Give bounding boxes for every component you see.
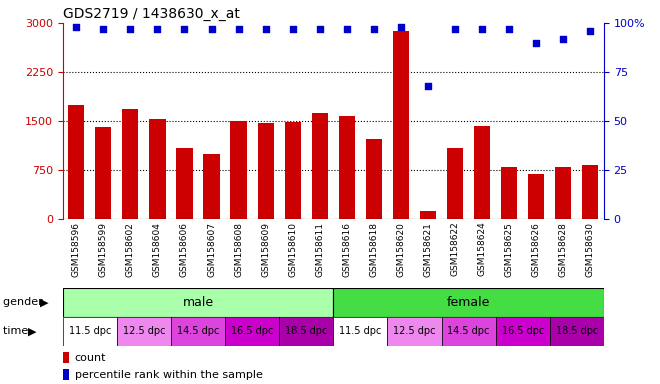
Bar bbox=[122, 109, 139, 219]
Text: count: count bbox=[75, 353, 106, 362]
Point bbox=[477, 26, 487, 32]
Bar bbox=[149, 119, 166, 219]
Bar bbox=[528, 174, 544, 219]
Text: 14.5 dpc: 14.5 dpc bbox=[447, 326, 490, 336]
Point bbox=[71, 24, 82, 30]
Bar bbox=[387, 317, 442, 346]
Bar bbox=[474, 126, 490, 219]
Bar bbox=[555, 167, 572, 219]
Point bbox=[558, 36, 568, 42]
Bar bbox=[366, 139, 382, 219]
Text: time: time bbox=[3, 326, 32, 336]
Text: ▶: ▶ bbox=[28, 326, 37, 336]
Point bbox=[314, 26, 325, 32]
Point bbox=[342, 26, 352, 32]
Bar bbox=[117, 317, 171, 346]
Text: 14.5 dpc: 14.5 dpc bbox=[177, 326, 219, 336]
Bar bbox=[501, 167, 517, 219]
Point bbox=[531, 40, 541, 46]
Text: gender: gender bbox=[3, 297, 47, 308]
Text: percentile rank within the sample: percentile rank within the sample bbox=[75, 370, 263, 380]
Point bbox=[125, 26, 136, 32]
Bar bbox=[257, 123, 274, 219]
Text: male: male bbox=[182, 296, 214, 309]
Point bbox=[585, 28, 595, 34]
Bar bbox=[171, 317, 225, 346]
Bar bbox=[420, 211, 436, 219]
Point bbox=[152, 26, 162, 32]
Point bbox=[395, 24, 406, 30]
Bar bbox=[203, 154, 220, 219]
Bar bbox=[63, 317, 117, 346]
Text: 11.5 dpc: 11.5 dpc bbox=[69, 326, 111, 336]
Text: 12.5 dpc: 12.5 dpc bbox=[393, 326, 436, 336]
Bar bbox=[176, 148, 193, 219]
Bar bbox=[63, 352, 69, 363]
Bar bbox=[442, 317, 496, 346]
Bar bbox=[312, 113, 328, 219]
Bar bbox=[333, 317, 387, 346]
Text: 18.5 dpc: 18.5 dpc bbox=[556, 326, 598, 336]
Bar bbox=[68, 104, 84, 219]
Text: 12.5 dpc: 12.5 dpc bbox=[123, 326, 165, 336]
Point bbox=[234, 26, 244, 32]
Bar bbox=[63, 288, 333, 317]
Bar bbox=[333, 288, 604, 317]
Text: 16.5 dpc: 16.5 dpc bbox=[502, 326, 544, 336]
Bar bbox=[550, 317, 604, 346]
Bar bbox=[230, 121, 247, 219]
Text: 18.5 dpc: 18.5 dpc bbox=[285, 326, 327, 336]
Point bbox=[98, 26, 108, 32]
Bar bbox=[496, 317, 550, 346]
Point bbox=[260, 26, 271, 32]
Point bbox=[206, 26, 216, 32]
Bar bbox=[393, 31, 409, 219]
Bar bbox=[447, 148, 463, 219]
Point bbox=[450, 26, 461, 32]
Text: female: female bbox=[447, 296, 490, 309]
Bar bbox=[225, 317, 279, 346]
Bar bbox=[279, 317, 333, 346]
Bar bbox=[63, 369, 69, 380]
Point bbox=[422, 83, 433, 89]
Point bbox=[504, 26, 515, 32]
Bar bbox=[339, 116, 355, 219]
Point bbox=[368, 26, 379, 32]
Bar bbox=[95, 127, 112, 219]
Bar bbox=[582, 166, 599, 219]
Text: GDS2719 / 1438630_x_at: GDS2719 / 1438630_x_at bbox=[63, 7, 240, 21]
Text: ▶: ▶ bbox=[40, 297, 48, 308]
Point bbox=[287, 26, 298, 32]
Text: 16.5 dpc: 16.5 dpc bbox=[231, 326, 273, 336]
Point bbox=[179, 26, 190, 32]
Bar bbox=[284, 122, 301, 219]
Text: 11.5 dpc: 11.5 dpc bbox=[339, 326, 381, 336]
